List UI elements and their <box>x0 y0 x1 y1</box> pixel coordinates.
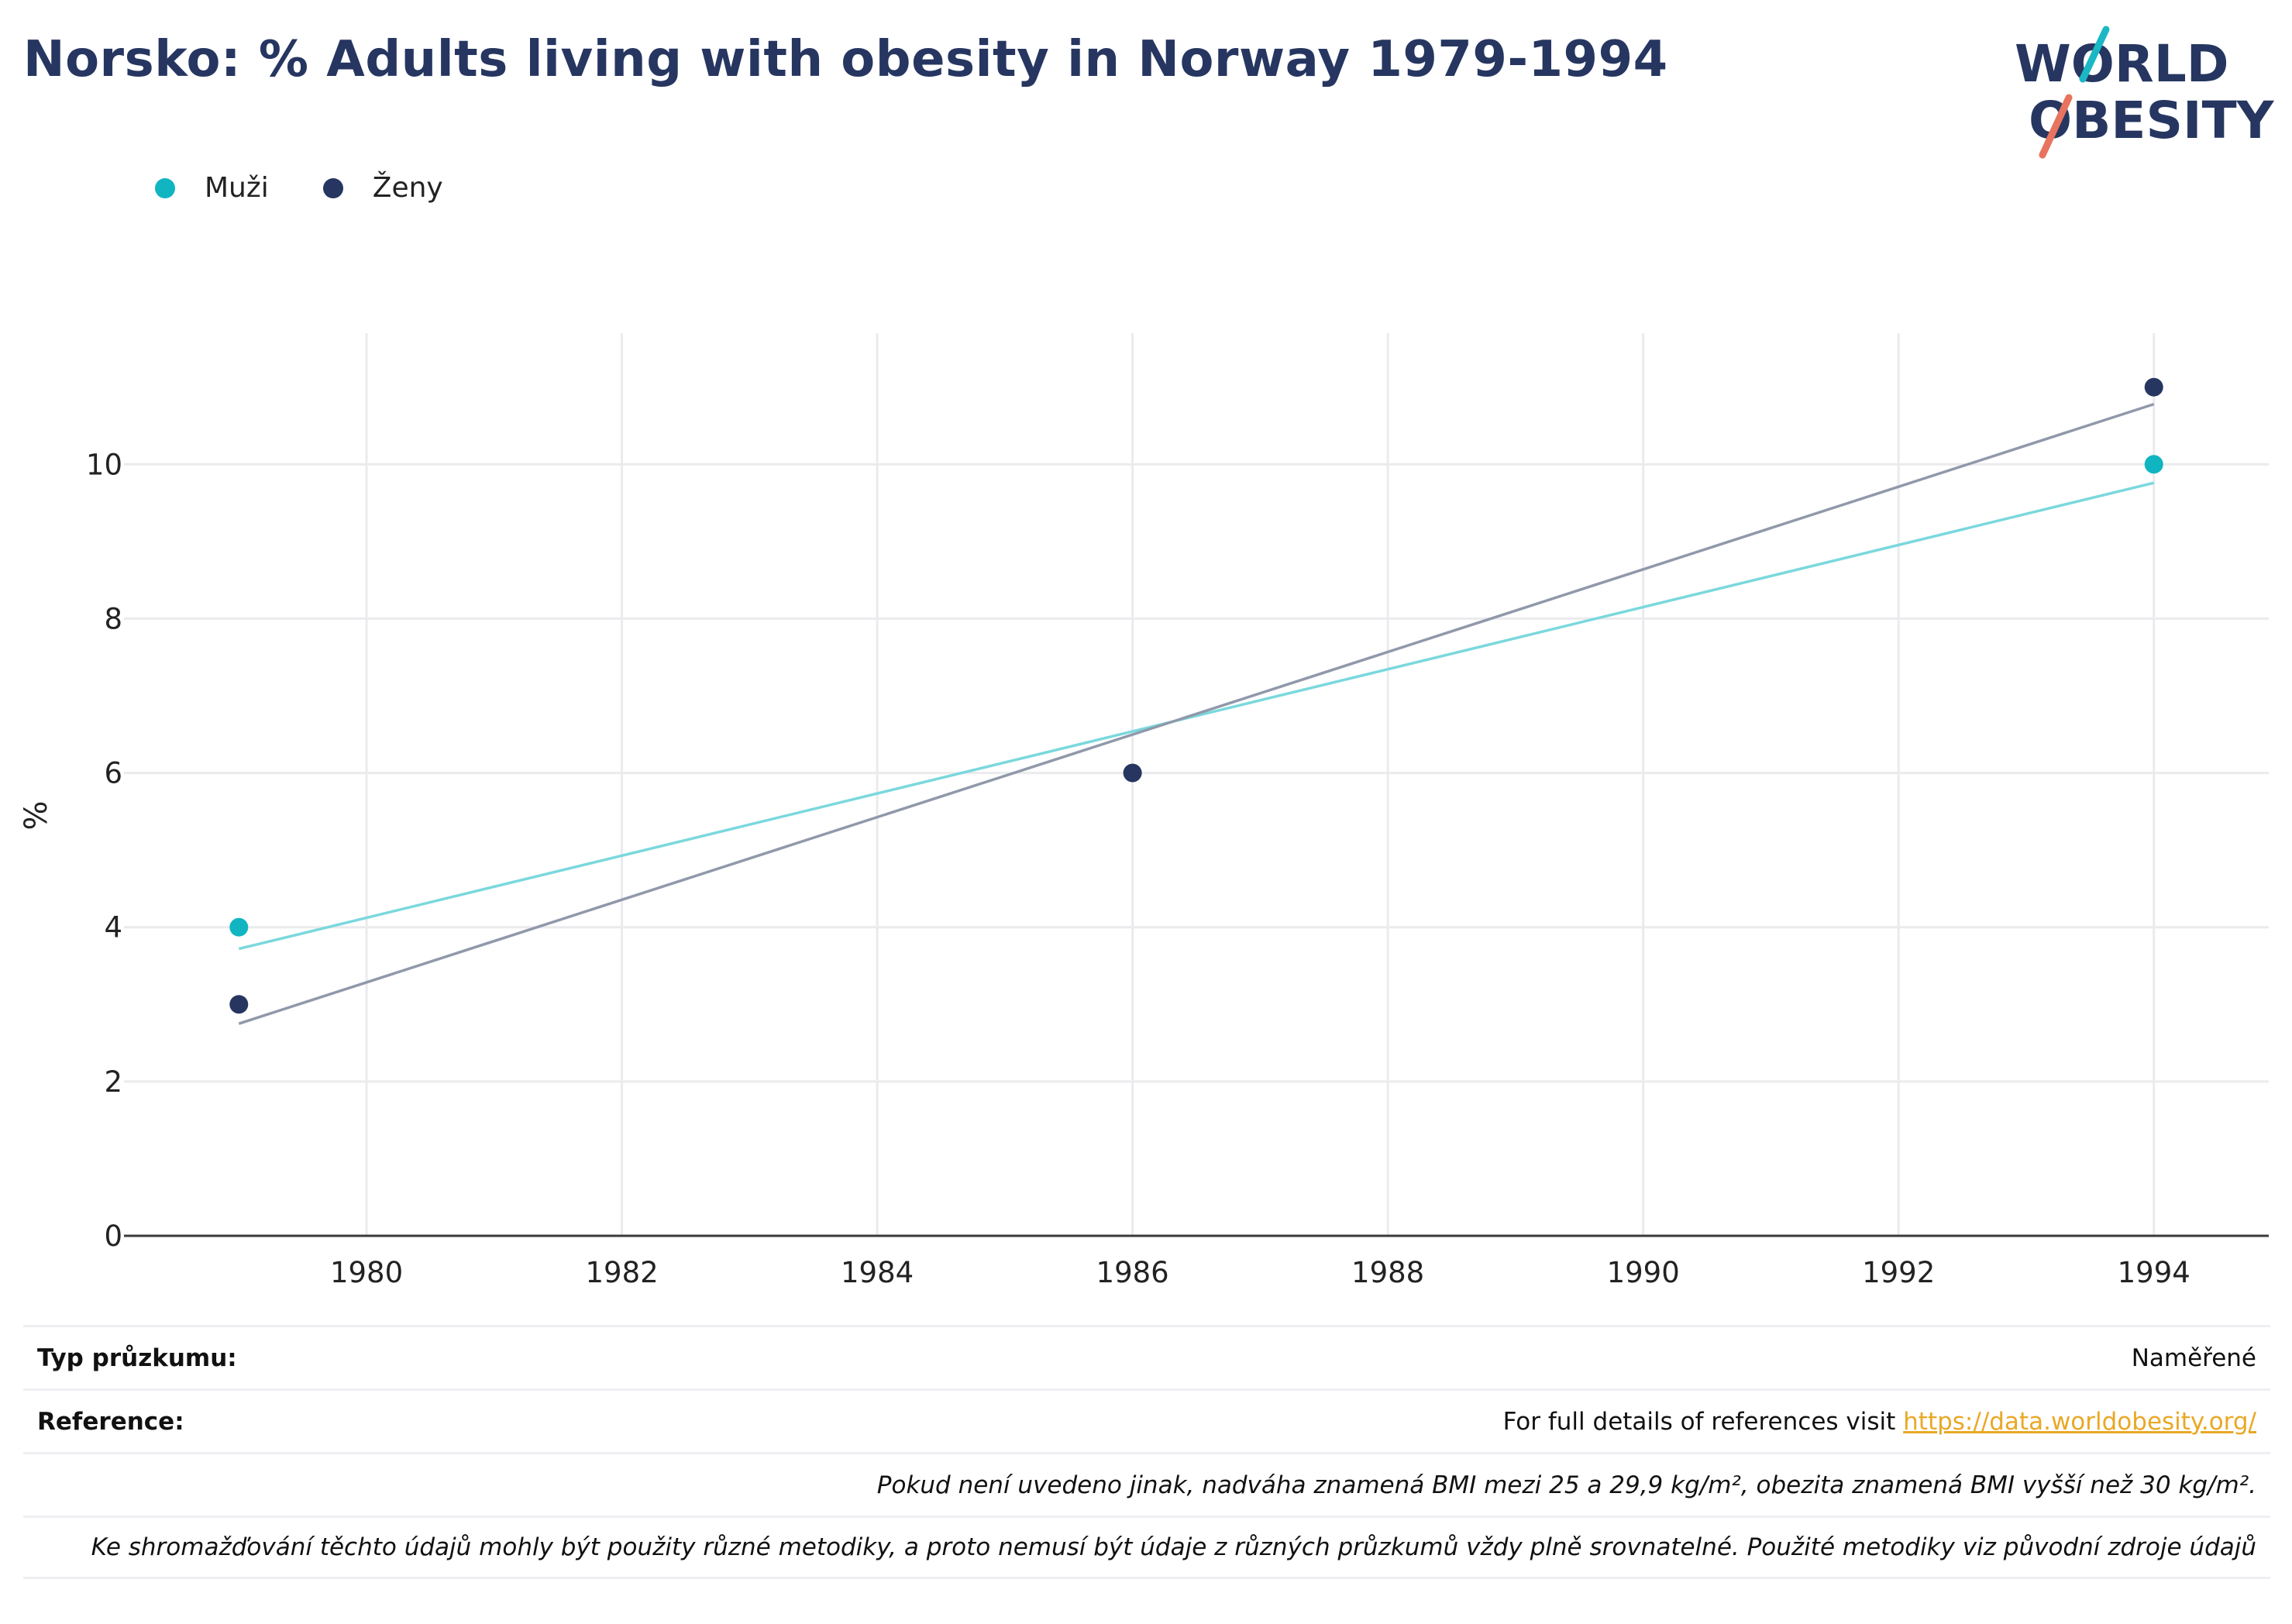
y-tick-label: 4 <box>104 911 122 944</box>
trend-line-muzi <box>238 481 2155 951</box>
reference-value: For full details of references visit htt… <box>1503 1408 2270 1436</box>
legend-label-muzi: Muži <box>205 172 269 204</box>
data-point-muzi <box>229 917 249 937</box>
world-obesity-logo: WORLD OBESITY <box>2015 26 2275 159</box>
info-row-survey-type: Typ průzkumu: Naměřené <box>23 1325 2270 1388</box>
y-tick-label: 10 <box>86 448 122 481</box>
trend-line-zeny <box>238 402 2155 1025</box>
x-tick-label: 1984 <box>841 1256 914 1289</box>
note-bmi-definition: Pokud není uvedeno jinak, nadváha znamen… <box>876 1471 2256 1499</box>
logo-word-world: WORLD <box>2015 34 2229 94</box>
data-point-zeny <box>229 995 249 1014</box>
reference-label: Reference: <box>37 1407 184 1436</box>
info-row-note-bmi: Pokud není uvedeno jinak, nadváha znamen… <box>23 1452 2270 1516</box>
data-point-muzi <box>2144 455 2163 474</box>
x-tick-label: 1988 <box>1351 1256 1424 1289</box>
y-axis-label: % <box>19 800 54 830</box>
info-row-note-methods: Ke shromažďování těchto údajů mohly být … <box>23 1516 2270 1579</box>
reference-link[interactable]: https://data.worldobesity.org/ <box>1903 1407 2256 1436</box>
chart-title: Norsko: % Adults living with obesity in … <box>23 31 1668 88</box>
x-tick-label: 1990 <box>1607 1256 1680 1289</box>
legend-item-zeny[interactable]: Ženy <box>322 172 443 204</box>
info-table: Typ průzkumu: Naměřené Reference: For fu… <box>23 1325 2270 1579</box>
y-tick-label: 6 <box>104 757 122 790</box>
legend-item-muzi[interactable]: Muži <box>155 172 269 204</box>
x-tick-label: 1980 <box>330 1256 403 1289</box>
legend-marker-muzi <box>155 177 175 198</box>
note-methodology: Ke shromažďování těchto údajů mohly být … <box>91 1533 2256 1561</box>
survey-type-value: Naměřené <box>2131 1344 2256 1372</box>
reference-text: For full details of references visit <box>1502 1407 1904 1436</box>
y-tick-label: 2 <box>104 1065 122 1099</box>
chart-legend: Muži Ženy <box>155 172 497 204</box>
x-tick-label: 1994 <box>2118 1256 2190 1289</box>
x-tick-label: 1982 <box>585 1256 658 1289</box>
legend-marker-zeny <box>322 177 343 198</box>
legend-label-zeny: Ženy <box>372 172 443 204</box>
x-tick-label: 1992 <box>1862 1256 1935 1289</box>
info-row-reference: Reference: For full details of reference… <box>23 1388 2270 1452</box>
data-point-zeny <box>1123 763 1142 783</box>
x-tick-label: 1986 <box>1096 1256 1169 1289</box>
y-tick-label: 8 <box>104 602 122 635</box>
survey-type-label: Typ průzkumu: <box>37 1344 237 1372</box>
data-point-zeny <box>2144 377 2163 397</box>
scatter-chart: 1980 1982 1984 1986 1988 1990 1992 1994 0 2 4 6 8 10% <box>19 333 2269 1289</box>
y-tick-label: 0 <box>104 1220 122 1253</box>
